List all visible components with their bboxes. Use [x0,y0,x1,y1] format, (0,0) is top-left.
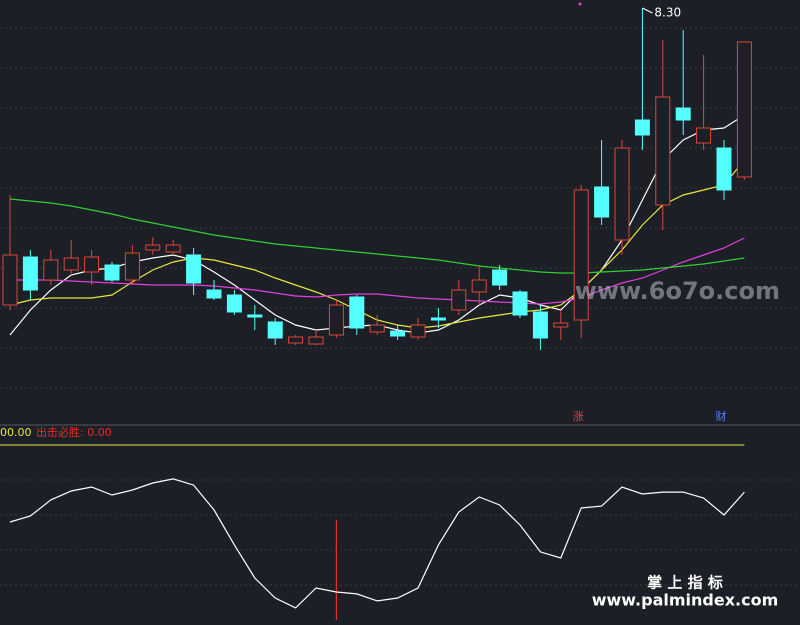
candle-body [308,336,324,345]
candle-body [288,336,304,344]
price-panel: 8.30 涨 财 [0,6,800,423]
watermark: www.6o7o.com [575,277,780,305]
candle-body [22,256,38,291]
candle-body [369,324,385,333]
candle-body [390,330,406,337]
candle-body [451,289,467,311]
candle-body [165,244,181,253]
candle-body [328,304,344,336]
candle-body [594,186,610,218]
indicator-panel [0,444,800,620]
candle-body [206,289,222,299]
signal-label: 出击必胜: 0.00 [36,425,112,439]
candle-body [63,257,79,271]
candle-body [104,264,120,281]
candle-body [471,279,487,293]
candle-body [573,189,589,321]
indicator-label: 00.00 [0,426,32,439]
candle-body [349,296,365,329]
annotation: 8.30 [654,6,681,20]
candle-body [267,321,283,339]
candle-body [634,119,650,136]
candle-body [2,254,18,306]
candle-body [43,259,59,281]
annotation-leader [642,7,653,14]
candle-body [186,254,202,284]
candle-body [226,294,242,313]
marker: 涨 [573,410,584,423]
indicator-line [9,478,745,609]
candle-body [512,291,528,316]
candle-body [532,311,548,339]
candle-body [124,252,140,281]
dot [578,2,582,6]
candle-body [736,41,752,178]
candle-body [675,107,691,121]
candle-body [492,269,508,286]
candle-body [655,96,671,206]
candle-body [145,244,161,251]
candle-body [614,147,630,241]
candle-body [716,147,732,191]
candle-body [430,317,446,321]
candle-body [410,324,426,338]
candle-body [553,322,569,328]
moving-average [9,198,745,274]
candle-body [696,127,712,144]
watermark: 掌 上 指 标 [647,574,723,592]
candle-body [247,314,263,318]
watermark: www.palmindex.com [592,591,779,610]
marker: 财 [716,409,727,423]
candle-body [84,256,100,273]
